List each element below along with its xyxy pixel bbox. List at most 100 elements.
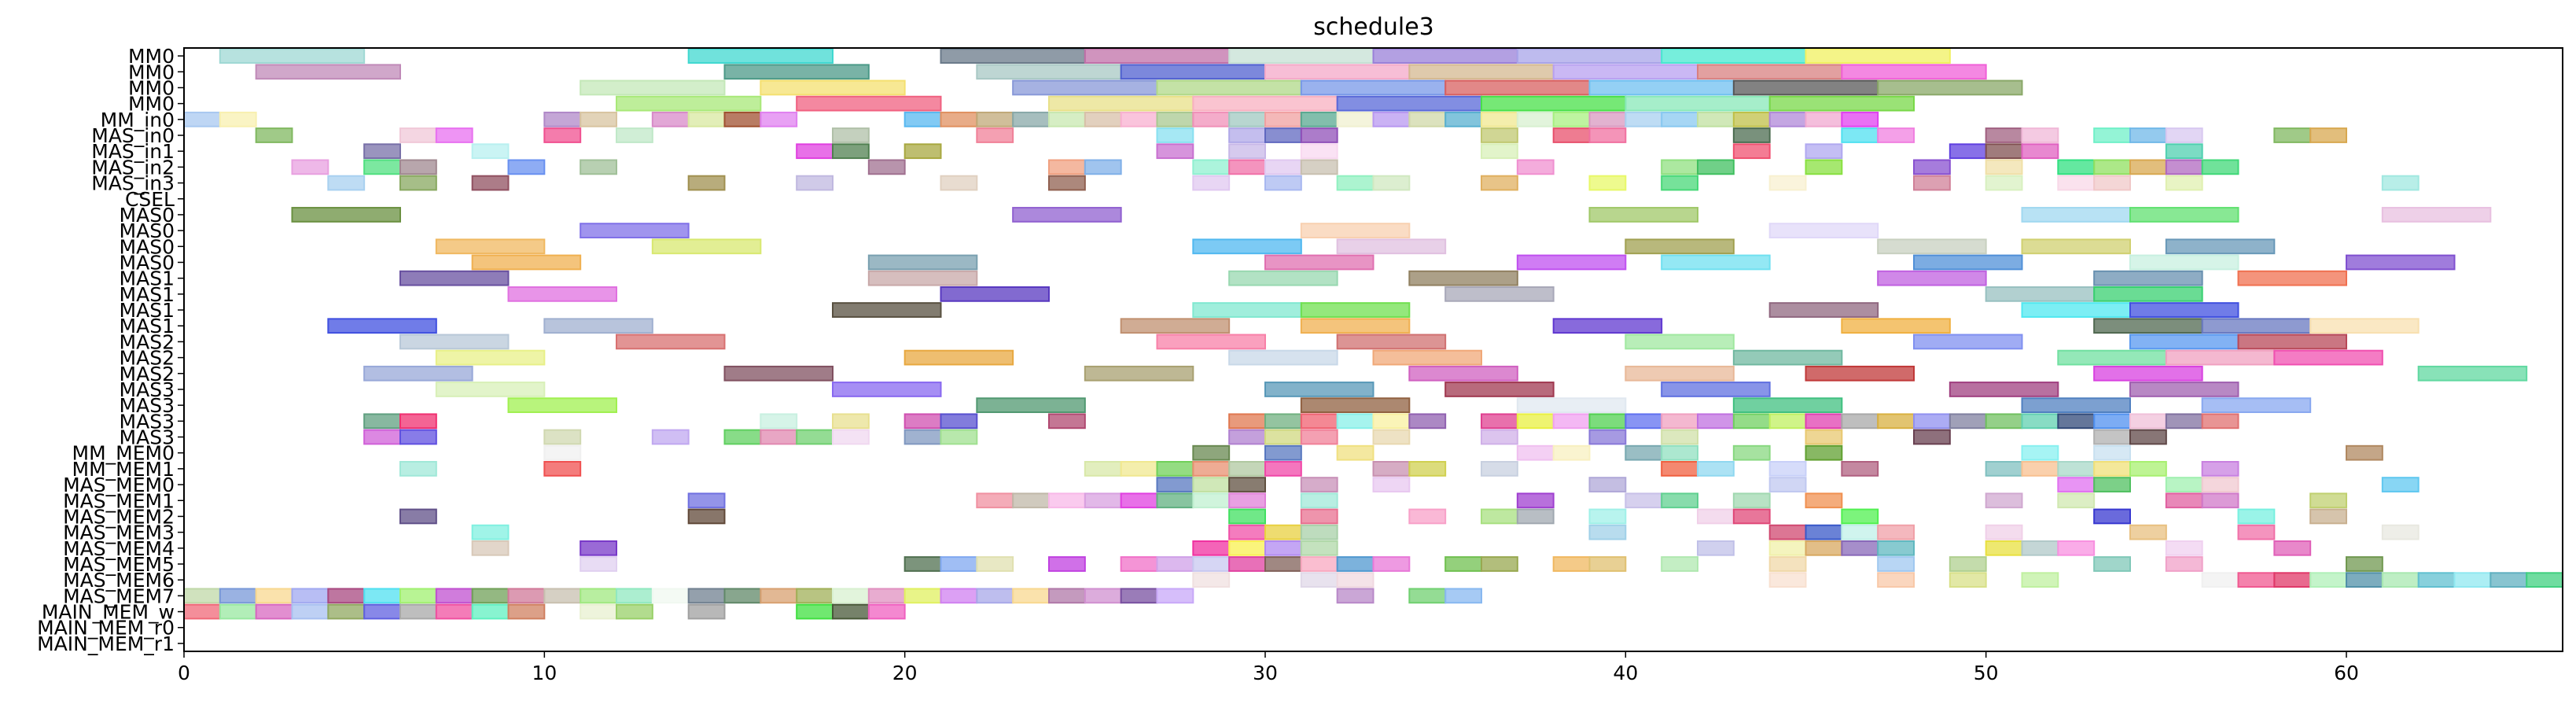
- y-tick-label: MM0: [128, 76, 175, 99]
- x-tick-label: 0: [178, 662, 190, 684]
- task-bar: [1949, 572, 1987, 588]
- task-bar: [1156, 588, 1194, 604]
- task-bar: [1985, 524, 2023, 540]
- y-tick-label: MAS_MEM5: [63, 553, 175, 576]
- task-bar: [1120, 318, 1231, 334]
- task-bar: [2201, 572, 2239, 588]
- task-bar: [1228, 524, 1266, 540]
- task-bar: [2093, 556, 2132, 572]
- x-tick-label: 20: [892, 662, 918, 684]
- task-bar: [2057, 492, 2096, 509]
- task-bar: [616, 95, 762, 112]
- task-bar: [832, 143, 870, 160]
- task-bar: [2273, 127, 2312, 143]
- task-bar: [435, 588, 473, 604]
- task-bar: [1661, 175, 1699, 191]
- task-bar: [1768, 175, 1807, 191]
- task-bar: [1408, 270, 1518, 286]
- task-bar: [1264, 382, 1374, 397]
- task-bar: [2273, 540, 2312, 556]
- y-tick-label: MAS0: [120, 251, 175, 274]
- task-bar: [976, 111, 1014, 127]
- task-bar: [1913, 429, 1951, 445]
- task-bar: [1300, 159, 1338, 175]
- task-bar: [940, 413, 978, 430]
- task-bar: [1481, 413, 1518, 430]
- task-bar: [1300, 556, 1338, 572]
- task-bar: [940, 286, 1050, 302]
- task-bar: [1408, 588, 1447, 604]
- task-bar: [435, 349, 546, 366]
- task-bar: [543, 111, 582, 127]
- task-bar: [1336, 588, 1374, 604]
- task-bar: [399, 508, 437, 525]
- task-bar: [1156, 111, 1194, 127]
- task-bar: [1444, 111, 1482, 127]
- task-bar: [1588, 127, 1627, 143]
- y-tick-label: MAS3: [120, 394, 175, 417]
- task-bar: [832, 127, 870, 143]
- task-bar: [1192, 540, 1231, 556]
- task-bar: [1588, 111, 1627, 127]
- task-bar: [1552, 64, 1698, 80]
- task-bar: [1552, 556, 1591, 572]
- task-bar: [1012, 79, 1158, 96]
- task-bar: [1481, 95, 1627, 112]
- task-bar: [1336, 175, 1374, 191]
- task-bar: [1336, 444, 1374, 461]
- task-bar: [435, 127, 473, 143]
- y-tick-label: MM_in0: [101, 109, 175, 131]
- task-bar: [2093, 175, 2132, 191]
- task-bar: [2165, 159, 2203, 175]
- task-bar: [507, 159, 546, 175]
- task-bar: [1588, 175, 1627, 191]
- task-bar: [796, 143, 834, 160]
- task-bar: [1516, 254, 1627, 271]
- task-bar: [2381, 524, 2420, 540]
- task-bar: [1264, 429, 1302, 445]
- task-bar: [1697, 111, 1735, 127]
- task-bar: [832, 413, 870, 430]
- task-bar: [867, 254, 978, 271]
- task-bar: [1372, 556, 1411, 572]
- task-bar: [1481, 556, 1518, 572]
- task-bar: [1372, 429, 1411, 445]
- task-bar: [1516, 111, 1555, 127]
- task-bar: [2309, 127, 2348, 143]
- task-bar: [219, 48, 366, 64]
- task-bar: [1697, 461, 1735, 477]
- task-bar: [1372, 477, 1411, 492]
- task-bar: [2057, 413, 2096, 430]
- task-bar: [1300, 79, 1447, 96]
- task-bar: [1372, 175, 1411, 191]
- task-bar: [1481, 127, 1518, 143]
- task-bar: [1192, 556, 1231, 572]
- task-bar: [1985, 492, 2023, 509]
- task-bar: [1985, 127, 2023, 143]
- task-bar: [2165, 556, 2203, 572]
- task-bar: [2201, 461, 2239, 477]
- y-tick-label: MAS0: [120, 235, 175, 258]
- task-bar: [1228, 413, 1266, 430]
- task-bar: [1444, 382, 1555, 397]
- task-bar: [940, 429, 978, 445]
- task-bar: [2346, 444, 2383, 461]
- y-tick-label: MAS0: [120, 219, 175, 242]
- task-bar: [580, 111, 618, 127]
- task-bar: [1588, 79, 1735, 96]
- task-bar: [2309, 492, 2348, 509]
- task-bar: [976, 556, 1014, 572]
- y-tick-label: MAS1: [120, 299, 175, 322]
- task-bar: [363, 603, 401, 620]
- task-bar: [1408, 413, 1447, 430]
- task-bar: [940, 111, 978, 127]
- task-bar: [687, 48, 834, 64]
- task-bar: [1732, 349, 1843, 366]
- task-bar: [1048, 588, 1086, 604]
- task-bar: [543, 429, 582, 445]
- task-bar: [1768, 223, 1879, 238]
- task-bar: [1084, 461, 1122, 477]
- x-tick-label: 60: [2334, 662, 2359, 684]
- task-bar: [1481, 111, 1518, 127]
- task-bar: [1444, 79, 1591, 96]
